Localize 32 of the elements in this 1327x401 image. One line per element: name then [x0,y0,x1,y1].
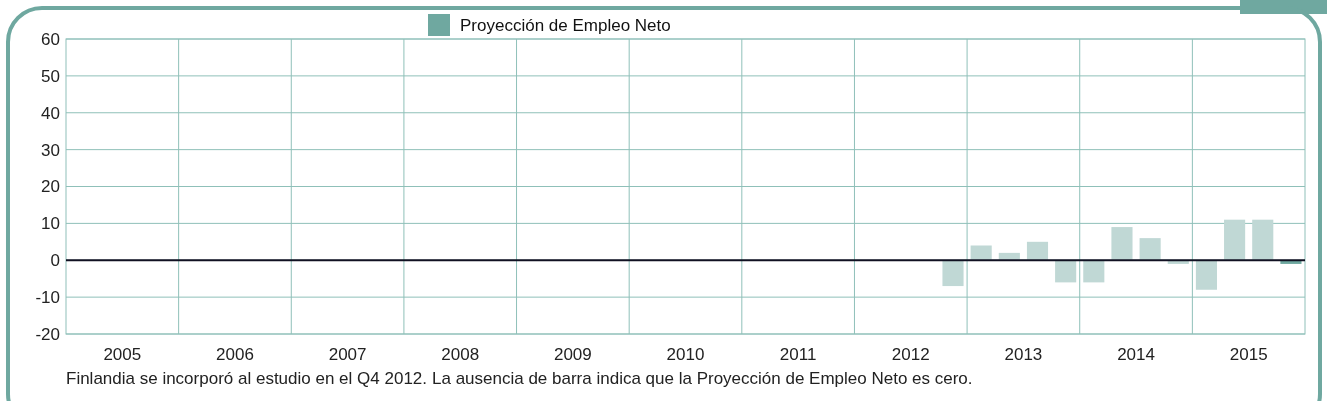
y-tick-label: 20 [41,177,60,197]
text: La ausencia de barra indica que la Proyección de Empleo Neto es cero. [432,369,973,388]
bar [1083,260,1105,283]
legend-label: Proyección de Empleo Neto [460,15,671,35]
x-tick-label: 2007 [328,345,367,364]
x-tick-label: 2012 [891,345,930,364]
text: Finlandia se incorporó al estudio en el Q4 2012. [66,369,428,388]
y-tick-label: 60 [41,29,60,49]
x-tick-label: 2011 [779,345,817,364]
x-tick-label: 2014 [1117,345,1155,364]
y-tick-label: -10 [35,288,60,308]
bar [1111,227,1133,261]
x-tick-label: 2015 [1229,345,1268,364]
y-tick-label: -20 [35,324,60,344]
bar [942,260,964,287]
y-tick-label: 40 [41,103,60,123]
x-tick-label: 2009 [553,345,592,364]
x-tick-label: 2005 [103,345,142,364]
y-tick-label: 0 [50,251,60,271]
x-tick-label: 2013 [1004,345,1043,364]
bar [1224,219,1246,261]
bar [1252,219,1274,261]
bar [1139,238,1161,261]
y-tick-label: 10 [41,214,60,234]
bar [1055,260,1077,283]
bar [1195,260,1217,290]
x-tick-label: 2006 [216,345,254,364]
y-tick-label: 30 [41,140,60,160]
x-tick-label: 2008 [441,345,480,364]
bar [1026,241,1049,261]
y-tick-label: 50 [41,66,60,86]
x-tick-label: 2010 [666,345,705,364]
